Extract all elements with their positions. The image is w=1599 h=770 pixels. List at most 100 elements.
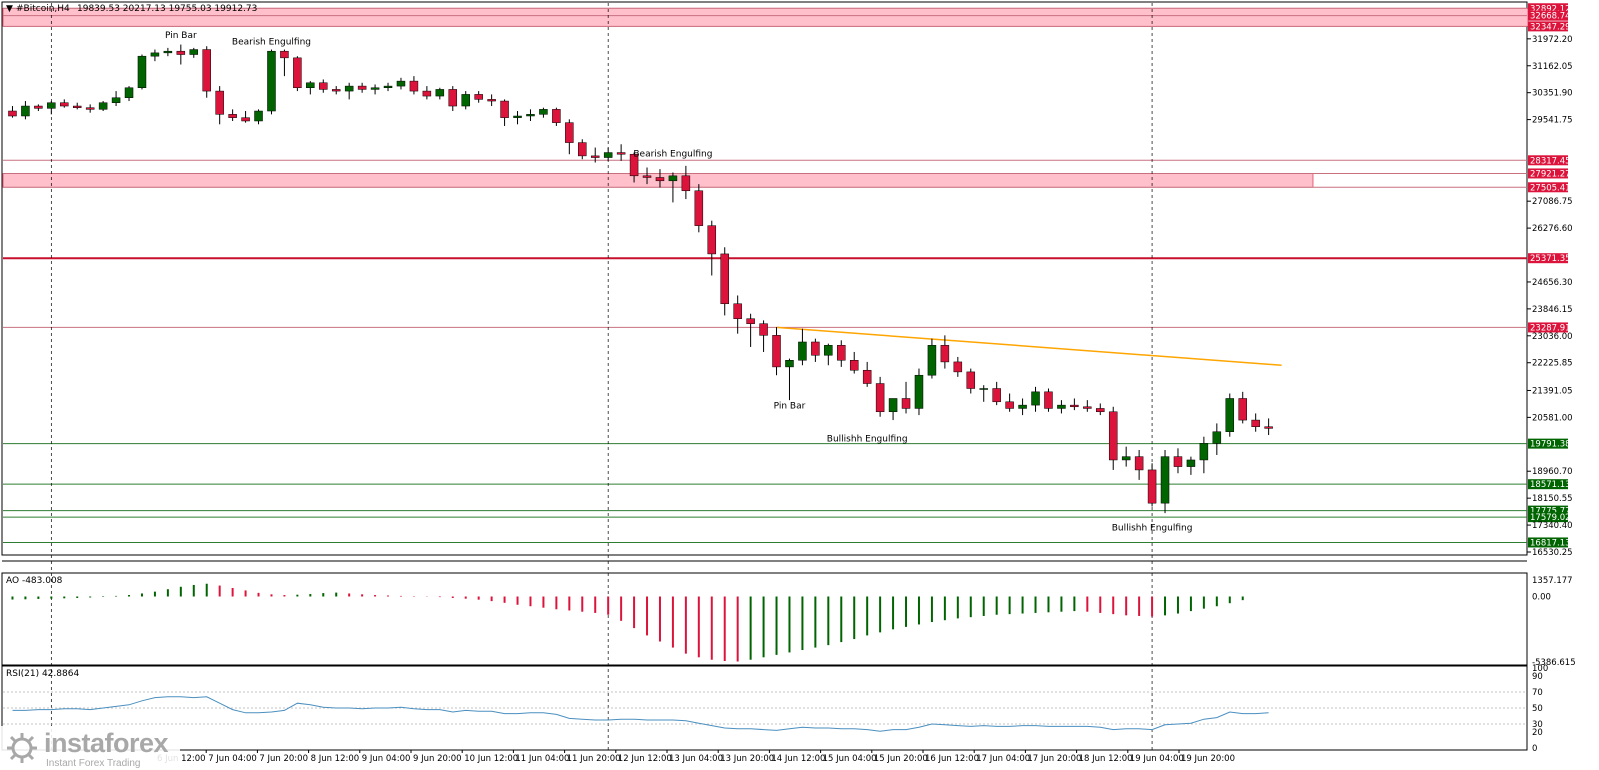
y-tick-label: 26276.60 — [1532, 224, 1573, 234]
candle-bearish — [578, 142, 587, 157]
candle-bearish — [215, 90, 224, 115]
price-level-tag — [1528, 10, 1568, 21]
candle-bullish — [1031, 391, 1040, 406]
candle-bullish — [383, 85, 393, 89]
price-level-tag — [1528, 168, 1568, 179]
price-panel[interactable] — [1, 1, 1528, 556]
logo-name: instaforex — [44, 728, 169, 758]
y-tick-label: 24656.30 — [1532, 278, 1573, 288]
candle-bearish — [940, 345, 950, 363]
x-tick-label: 9 Jun 20:00 — [413, 754, 462, 764]
candle-bullish — [513, 115, 522, 118]
rsi-y-label: 100 — [1532, 664, 1548, 674]
x-tick-label: 11 Jun 04:00 — [515, 754, 569, 764]
candle-bearish — [448, 89, 458, 107]
rsi-y-label: 90 — [1532, 672, 1543, 682]
x-tick-label: 8 Jun 12:00 — [311, 754, 360, 764]
candle-bullish — [1225, 398, 1235, 432]
candle-bearish — [616, 152, 626, 155]
price-level-label: 18571.13 — [1530, 480, 1571, 490]
x-tick-label: 15 Jun 20:00 — [874, 754, 928, 764]
candle-bullish — [461, 94, 470, 107]
x-tick-label: 9 Jun 04:00 — [362, 754, 411, 764]
candle-bullish — [824, 345, 833, 356]
candle-bullish — [888, 398, 898, 413]
x-tick-label: 12 Jun 12:00 — [618, 754, 672, 764]
rsi-line — [12, 696, 1269, 732]
candle-bearish — [1238, 398, 1247, 421]
candle-bearish — [1173, 456, 1183, 467]
candle-bearish — [720, 253, 729, 305]
candle-bullish — [344, 85, 354, 92]
price-level-label: 32892.12 — [1530, 4, 1571, 14]
candle-bearish — [1083, 406, 1092, 409]
candle-bearish — [487, 99, 496, 102]
candle-bearish — [357, 85, 367, 90]
candle-bullish — [267, 50, 276, 112]
candle-bearish — [1251, 419, 1260, 427]
price-level-label: 17775.77 — [1530, 507, 1571, 517]
y-tick-label: 18150.55 — [1532, 494, 1573, 504]
candle-bearish — [331, 89, 341, 92]
price-level-tag — [1528, 3, 1568, 14]
candle-bearish — [772, 335, 781, 368]
candle-bullish — [1186, 459, 1196, 467]
price-level-label: 16817.13 — [1530, 538, 1571, 548]
x-tick-label: 10 Jun 12:00 — [464, 754, 518, 764]
ao-title: AO -483.008 — [6, 576, 63, 586]
price-level-tag — [1528, 479, 1568, 490]
candle-bullish — [21, 105, 30, 117]
candle-bullish — [254, 110, 263, 122]
candle-bearish — [8, 110, 17, 117]
candle-bearish — [642, 175, 652, 178]
y-tick-label: 23846.15 — [1532, 305, 1573, 315]
candle-bearish — [992, 388, 1001, 403]
x-tick-label: 17 Jun 20:00 — [1027, 754, 1081, 764]
instaforex-logo-icon — [7, 733, 37, 763]
candle-bullish — [1018, 404, 1027, 409]
price-level-label: 32668.74 — [1530, 12, 1571, 22]
x-tick-label: 19 Jun 04:00 — [1130, 754, 1184, 764]
candle-bearish — [85, 107, 95, 110]
candle-bearish — [837, 345, 846, 361]
price-level-label: 27505.41 — [1530, 183, 1571, 193]
candle-bullish — [111, 97, 121, 103]
ao-y-label: -5386.615 — [1532, 658, 1576, 668]
y-tick-label: 27086.75 — [1532, 197, 1573, 207]
x-tick-label: 13 Jun 04:00 — [669, 754, 723, 764]
candle-bullish — [668, 175, 678, 182]
candle-bearish — [759, 323, 768, 336]
x-tick-label: 6 Jun 12:00 — [157, 754, 206, 764]
candle-bullish — [98, 102, 108, 110]
chart-symbol: #Bitcoin,H4 — [16, 4, 70, 14]
rsi-title: RSI(21) 42.8864 — [6, 669, 79, 679]
candle-bearish — [280, 50, 289, 59]
instaforex-logo: instaforex Instant Forex Trading — [0, 726, 180, 770]
pattern-annotation: Bearish Engulfing — [232, 38, 311, 48]
candle-bearish — [241, 117, 250, 122]
y-tick-label: 29541.75 — [1532, 116, 1573, 126]
ao-y-label: 1357.177 — [1532, 576, 1573, 586]
candle-bullish — [979, 388, 988, 390]
y-tick-label: 16530.25 — [1532, 548, 1573, 558]
candle-bearish — [293, 57, 302, 89]
candle-bearish — [72, 105, 82, 108]
candle-bullish — [1160, 456, 1170, 504]
candle-bullish — [435, 89, 445, 97]
candle-bearish — [1264, 426, 1273, 429]
y-tick-label: 18960.70 — [1532, 467, 1573, 477]
candle-bullish — [150, 52, 160, 57]
y-tick-label: 22225.85 — [1532, 359, 1573, 369]
x-tick-label: 15 Jun 04:00 — [823, 754, 877, 764]
price-level-tag — [1528, 21, 1568, 32]
price-level-tag — [1528, 537, 1568, 548]
y-tick-label: 21391.05 — [1532, 386, 1573, 396]
x-tick-label: 16 Jun 12:00 — [925, 754, 979, 764]
rsi-y-label: 70 — [1532, 688, 1543, 698]
chart-ohlc: 19839.53 20217.13 19755.03 19912.73 — [77, 4, 257, 14]
candle-bearish — [1108, 411, 1118, 461]
price-level-tag — [1528, 505, 1568, 516]
candle-bullish — [124, 87, 134, 98]
x-tick-label: 17 Jun 04:00 — [976, 754, 1030, 764]
